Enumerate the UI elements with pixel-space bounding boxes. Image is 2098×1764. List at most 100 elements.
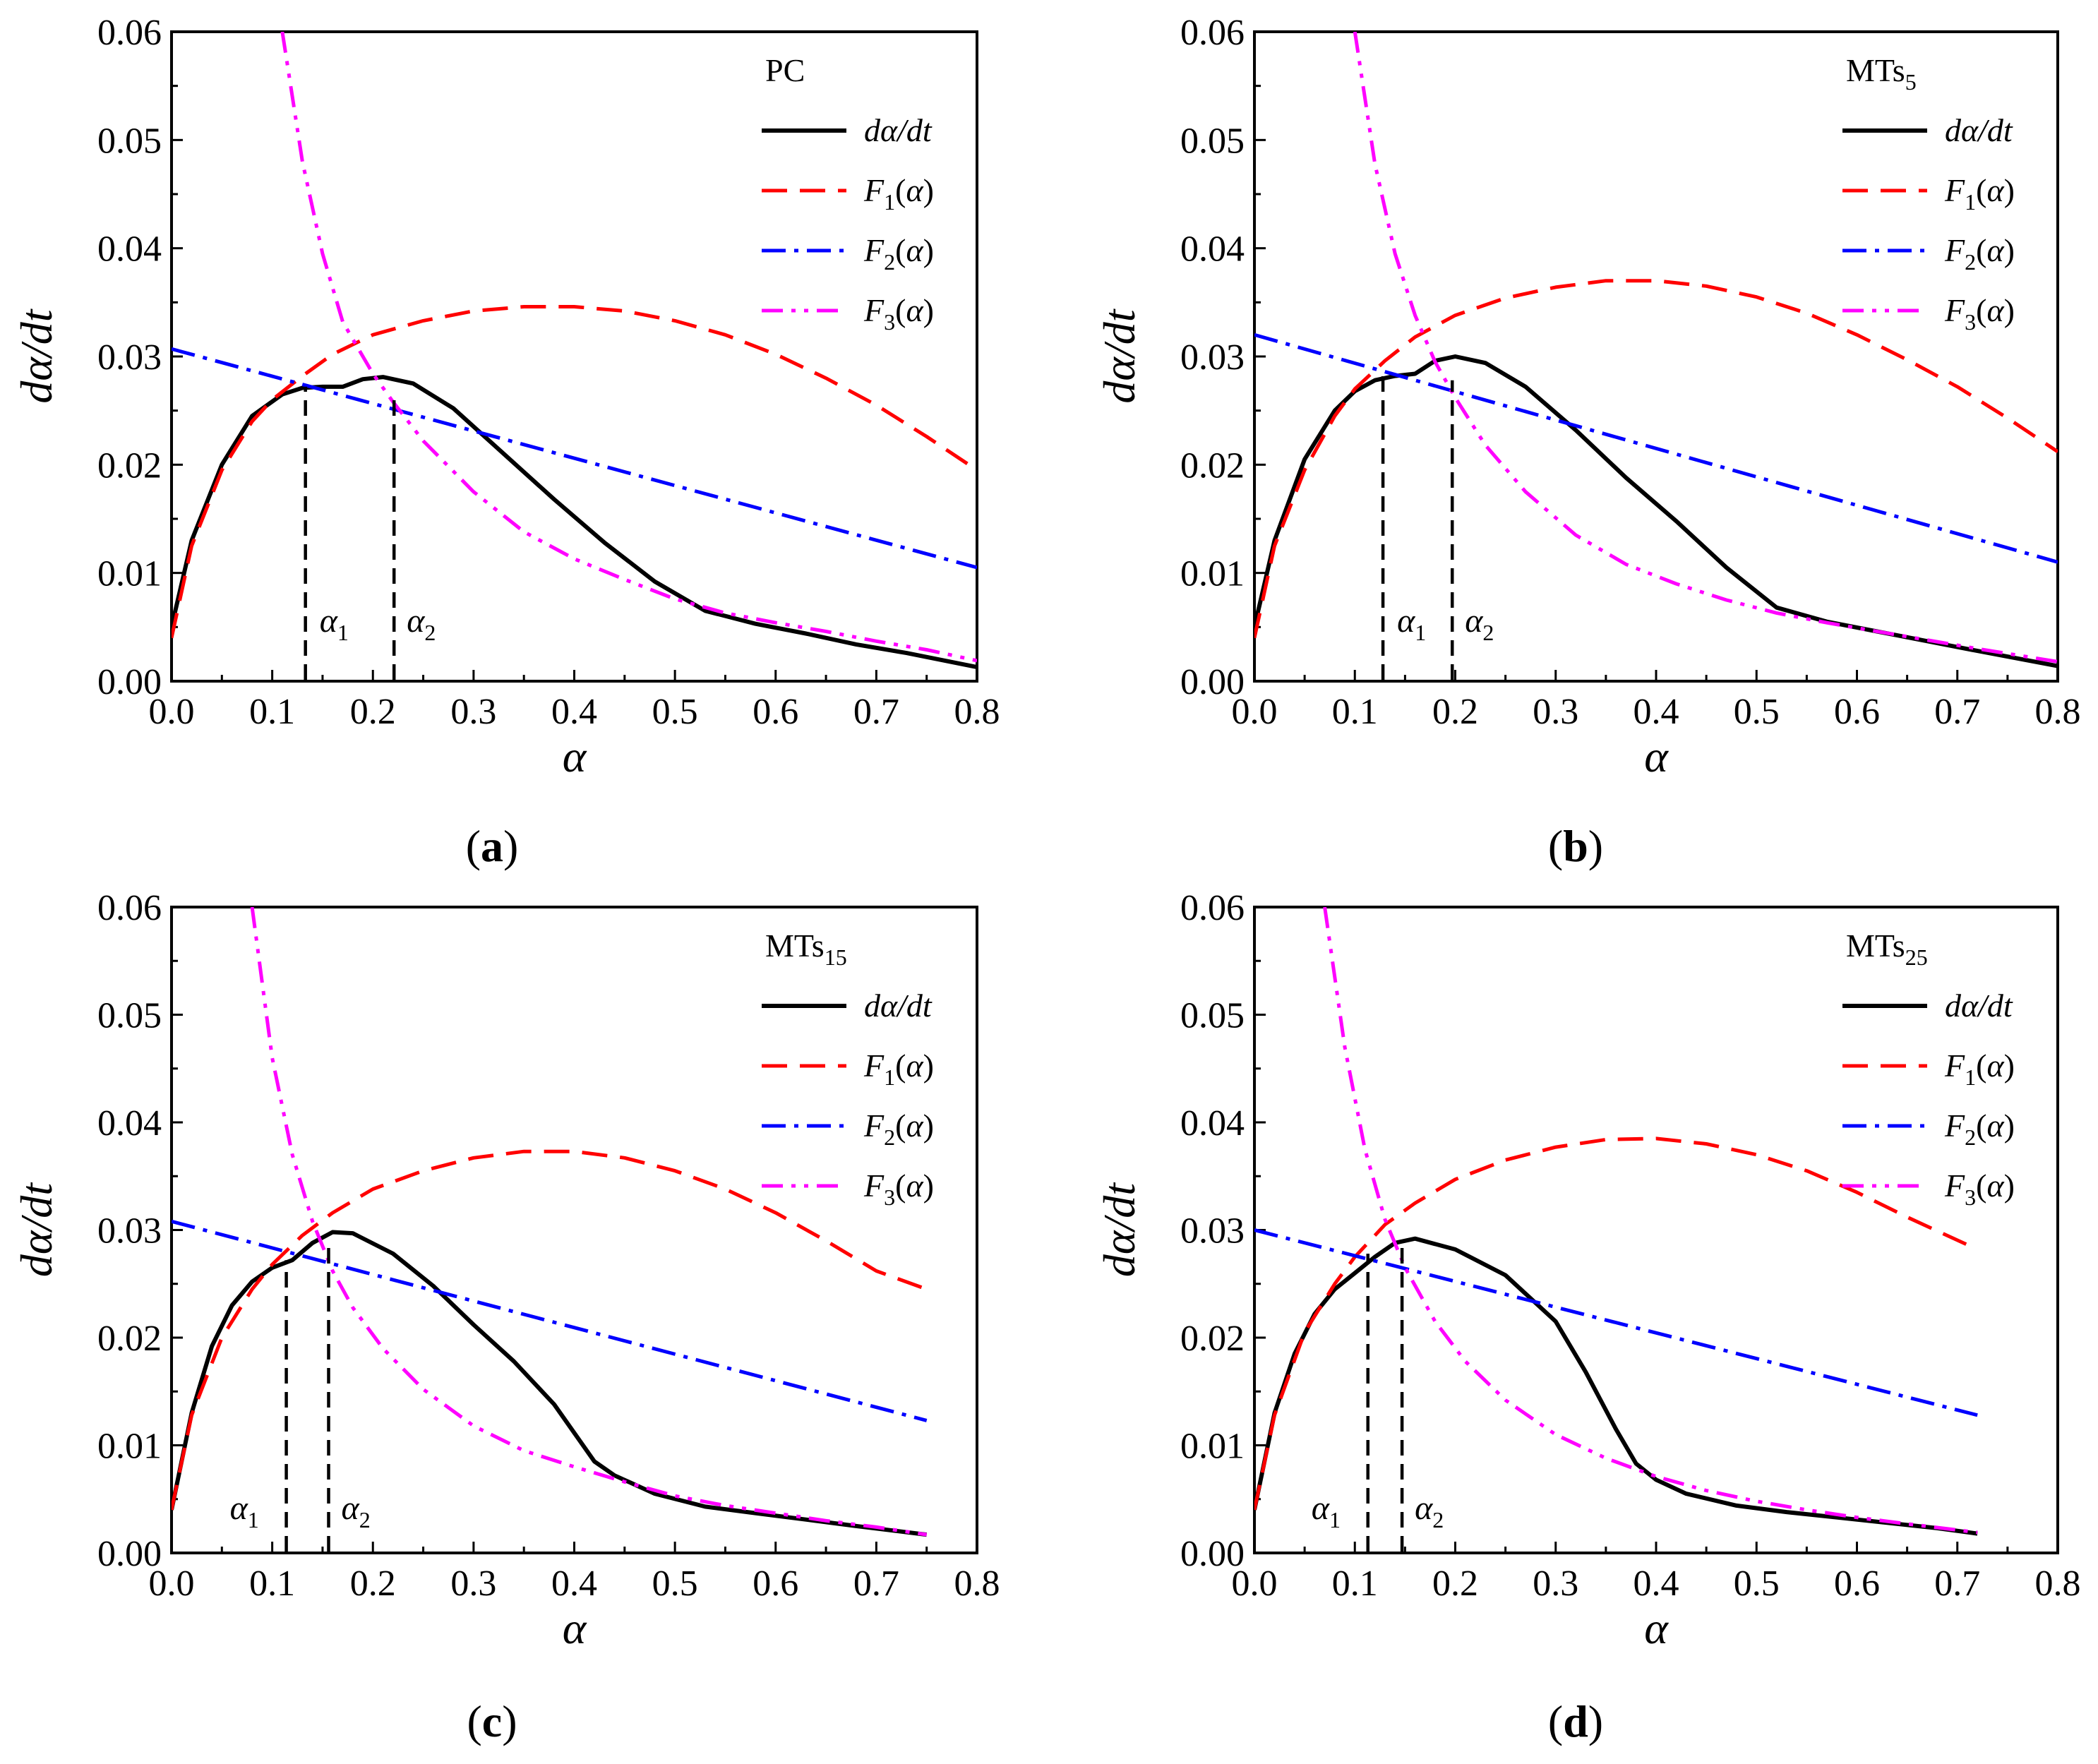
y-tick-label: 0.00 [1180, 1534, 1245, 1574]
x-tick-label: 0.0 [1232, 692, 1278, 732]
legend-label-dadt: dα/dt [864, 988, 933, 1024]
series-line-dadt [1254, 1236, 1978, 1536]
legend-label-f2: F2(α) [1944, 232, 2015, 275]
plot-frame [170, 30, 978, 683]
series-line-dadt [1254, 354, 2058, 668]
x-tick-label: 0.8 [954, 1564, 1000, 1604]
marker-label-alpha-1: α1 [320, 602, 349, 645]
chart-panel-d: 0.0 0.1 0.2 0.3 0.4 0.5 0.6 0.7 0.8 0.00 0.01 0.02 0… [1094, 888, 2081, 1746]
legend-label-f2: F2(α) [863, 1108, 934, 1150]
y-tick-label: 0.01 [97, 554, 162, 594]
y-tick-label: 0.02 [1180, 1319, 1245, 1359]
series-line-f1 [172, 1149, 928, 1511]
y-tick-label: 0.05 [1180, 996, 1245, 1036]
x-tick-label: 0.7 [853, 1564, 899, 1604]
x-tick-label: 0.2 [350, 692, 396, 732]
series-line-dadt [172, 1230, 928, 1537]
x-tick-label: 0.5 [1734, 692, 1780, 732]
marker-label-alpha-1: α1 [1397, 602, 1426, 645]
x-tick-label: 0.1 [1332, 692, 1378, 732]
x-tick-label: 0.2 [1432, 1564, 1478, 1604]
y-tick-label: 0.03 [97, 1211, 162, 1252]
legend-label-f1: F1(α) [863, 172, 934, 215]
y-tick-label: 0.05 [1180, 121, 1245, 161]
x-tick-label: 0.1 [249, 1564, 295, 1604]
y-tick-label: 0.02 [97, 1319, 162, 1359]
legend-label-f1: F1(α) [863, 1048, 934, 1090]
x-tick-label: 0.6 [753, 1564, 798, 1604]
y-tick-label: 0.06 [1180, 888, 1245, 928]
y-tick-label: 0.01 [1180, 554, 1245, 594]
legend-sample-name: MTs15 [765, 928, 847, 970]
series-line-f3 [280, 32, 977, 663]
marker-label-alpha-2: α2 [1415, 1489, 1444, 1532]
legend-label-f2: F2(α) [1944, 1108, 2015, 1150]
chart-panel-a: 0.0 0.1 0.2 0.3 0.4 0.5 0.6 0.7 0.8 0.00 0.01 0.02 0… [11, 13, 1000, 871]
x-axis-title: α [563, 731, 587, 781]
x-tick-label: 0.2 [350, 1564, 396, 1604]
series-line-f2 [1254, 332, 2058, 564]
x-axis-title: α [1644, 1603, 1669, 1653]
marker-label-alpha-1: α1 [230, 1489, 259, 1532]
legend-label-dadt: dα/dt [864, 112, 933, 148]
series-line-f3 [1353, 32, 2058, 664]
y-tick-label: 0.06 [1180, 13, 1245, 53]
panel-caption: (d) [1548, 1696, 1603, 1746]
panel-caption: (a) [466, 821, 519, 871]
y-tick-label: 0.05 [97, 996, 162, 1036]
y-tick-label: 0.03 [1180, 1211, 1245, 1252]
x-axis-title: α [563, 1603, 587, 1653]
x-tick-label: 0.5 [652, 1564, 698, 1604]
series-line-f2 [172, 347, 977, 570]
series-line-f2 [1254, 1228, 1978, 1417]
x-tick-label: 0.2 [1432, 692, 1478, 732]
x-tick-label: 0.6 [1834, 692, 1880, 732]
x-tick-label: 0.7 [1934, 692, 1980, 732]
y-tick-label: 0.02 [97, 445, 162, 486]
x-tick-label: 0.1 [249, 692, 295, 732]
legend-label-f3: F3(α) [1944, 1168, 2015, 1210]
marker-label-alpha-2: α2 [1465, 602, 1494, 645]
panel-caption: (c) [467, 1696, 517, 1746]
y-tick-label: 0.00 [97, 1534, 162, 1574]
y-axis-title: dα/dt [11, 1182, 61, 1277]
y-tick-label: 0.06 [97, 888, 162, 928]
series-line-dadt [172, 375, 977, 670]
y-tick-label: 0.01 [1180, 1427, 1245, 1467]
series-line-f1 [1254, 1136, 1979, 1511]
x-tick-label: 0.4 [551, 692, 597, 732]
x-tick-label: 0.6 [1834, 1564, 1880, 1604]
y-tick-label: 0.02 [1180, 445, 1245, 486]
legend-sample-name: MTs5 [1846, 52, 1917, 95]
marker-label-alpha-2: α2 [341, 1489, 370, 1532]
y-tick-label: 0.03 [97, 337, 162, 378]
x-tick-label: 0.3 [450, 1564, 496, 1604]
x-tick-label: 0.4 [1634, 1564, 1679, 1604]
legend-label-f3: F3(α) [1944, 292, 2015, 335]
y-tick-label: 0.06 [97, 13, 162, 53]
legend-label-f1: F1(α) [1944, 1048, 2015, 1090]
x-tick-label: 0.8 [2035, 692, 2081, 732]
x-axis-title: α [1644, 731, 1669, 781]
y-axis-title: dα/dt [11, 308, 61, 403]
y-tick-label: 0.04 [1180, 1103, 1245, 1144]
legend-label-f3: F3(α) [863, 1168, 934, 1210]
x-tick-label: 0.8 [2035, 1564, 2081, 1604]
x-tick-label: 0.1 [1332, 1564, 1378, 1604]
series-line-f2 [172, 1219, 928, 1422]
x-tick-label: 0.8 [954, 692, 1000, 732]
x-tick-label: 0.0 [149, 1564, 195, 1604]
y-axis-title: dα/dt [1094, 308, 1144, 403]
series-line-f1 [172, 305, 977, 639]
legend-label-dadt: dα/dt [1945, 112, 2013, 148]
y-tick-label: 0.03 [1180, 337, 1245, 378]
y-tick-label: 0.01 [97, 1427, 162, 1467]
y-tick-label: 0.00 [97, 662, 162, 702]
panel-caption: (b) [1548, 821, 1603, 871]
x-tick-label: 0.5 [1734, 1564, 1780, 1604]
y-tick-label: 0.05 [97, 121, 162, 161]
legend-sample-name: PC [765, 52, 805, 88]
y-tick-label: 0.00 [1180, 662, 1245, 702]
plot-frame [1253, 906, 2059, 1554]
